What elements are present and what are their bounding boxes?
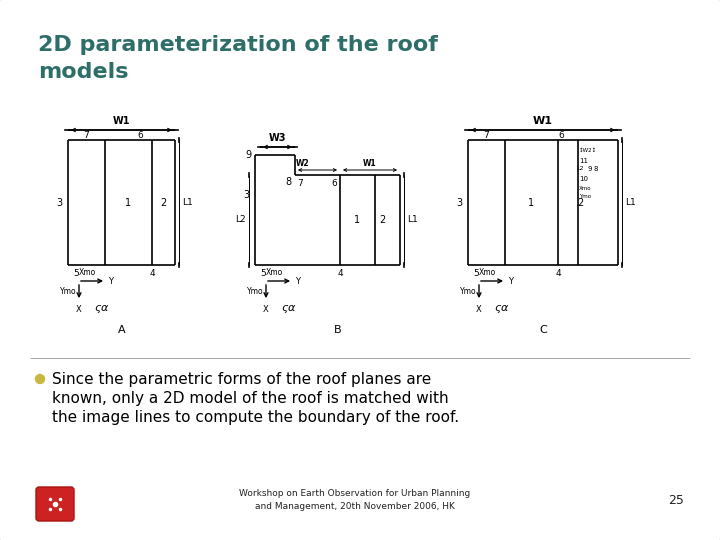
Text: Xmo: Xmo (79, 268, 96, 277)
Text: 7: 7 (484, 131, 490, 140)
Text: $\varsigma\alpha$: $\varsigma\alpha$ (94, 303, 109, 315)
Text: Ymo: Ymo (60, 287, 77, 296)
Text: W1: W1 (533, 116, 553, 126)
Text: 2D parameterization of the roof: 2D parameterization of the roof (38, 35, 438, 55)
Text: 4: 4 (149, 269, 155, 278)
Text: 6: 6 (137, 131, 143, 140)
Text: 6: 6 (559, 131, 564, 140)
Text: 7: 7 (84, 131, 89, 140)
Text: 2: 2 (379, 215, 385, 225)
Text: L1: L1 (407, 215, 418, 225)
Text: X: X (263, 305, 269, 314)
Text: 4: 4 (337, 269, 343, 278)
Text: W3: W3 (269, 133, 287, 143)
FancyBboxPatch shape (36, 487, 74, 521)
Text: Y: Y (108, 276, 113, 286)
Text: 11: 11 (579, 158, 588, 164)
Text: $\varsigma\alpha$: $\varsigma\alpha$ (494, 303, 510, 315)
Text: 2: 2 (577, 198, 583, 207)
Text: Workshop on Earth Observation for Urban Planning
and Management, 20th November 2: Workshop on Earth Observation for Urban … (239, 489, 471, 511)
Text: 3: 3 (456, 198, 462, 207)
Text: L1: L1 (625, 198, 636, 207)
Text: 2: 2 (161, 198, 166, 207)
Text: 6: 6 (331, 179, 337, 188)
Text: 3: 3 (56, 198, 62, 207)
Text: B: B (333, 325, 341, 335)
Text: Xmo: Xmo (479, 268, 496, 277)
Text: known, only a 2D model of the roof is matched with: known, only a 2D model of the roof is ma… (52, 391, 449, 406)
Text: 8: 8 (593, 166, 598, 172)
Text: 1: 1 (125, 198, 132, 207)
Text: C: C (539, 325, 547, 335)
Text: 5: 5 (260, 269, 266, 278)
Text: X: X (76, 305, 82, 314)
Text: $\varsigma\alpha$: $\varsigma\alpha$ (281, 303, 297, 315)
Text: 1: 1 (354, 215, 361, 225)
Text: A: A (117, 325, 125, 335)
Text: 9: 9 (245, 150, 251, 160)
Text: Xmo: Xmo (579, 186, 592, 191)
Text: 10: 10 (579, 176, 588, 182)
Text: 5: 5 (473, 269, 479, 278)
Text: Ymo: Ymo (460, 287, 477, 296)
Text: 8: 8 (286, 177, 292, 187)
Text: X: X (476, 305, 482, 314)
Text: L1: L1 (182, 198, 193, 207)
Text: models: models (38, 62, 128, 82)
Text: W2: W2 (296, 159, 310, 168)
Text: 4: 4 (555, 269, 561, 278)
Text: Xmo: Xmo (266, 268, 283, 277)
Text: L2: L2 (576, 166, 583, 171)
Text: 9: 9 (587, 166, 592, 172)
Text: 1: 1 (528, 198, 534, 207)
Text: Ymo: Ymo (579, 194, 591, 199)
Text: 25: 25 (668, 494, 684, 507)
Text: ↕W2↕: ↕W2↕ (579, 148, 598, 153)
Text: 7: 7 (297, 179, 302, 188)
Text: 3: 3 (243, 190, 249, 200)
Text: Y: Y (295, 276, 300, 286)
Text: the image lines to compute the boundary of the roof.: the image lines to compute the boundary … (52, 410, 459, 425)
Text: W1: W1 (113, 116, 130, 126)
Text: Y: Y (508, 276, 513, 286)
Text: Ymo: Ymo (248, 287, 264, 296)
Text: Since the parametric forms of the roof planes are: Since the parametric forms of the roof p… (52, 372, 431, 387)
Circle shape (35, 375, 45, 383)
Text: W1: W1 (363, 159, 377, 168)
Text: L2: L2 (235, 215, 246, 225)
Text: 5: 5 (73, 269, 79, 278)
